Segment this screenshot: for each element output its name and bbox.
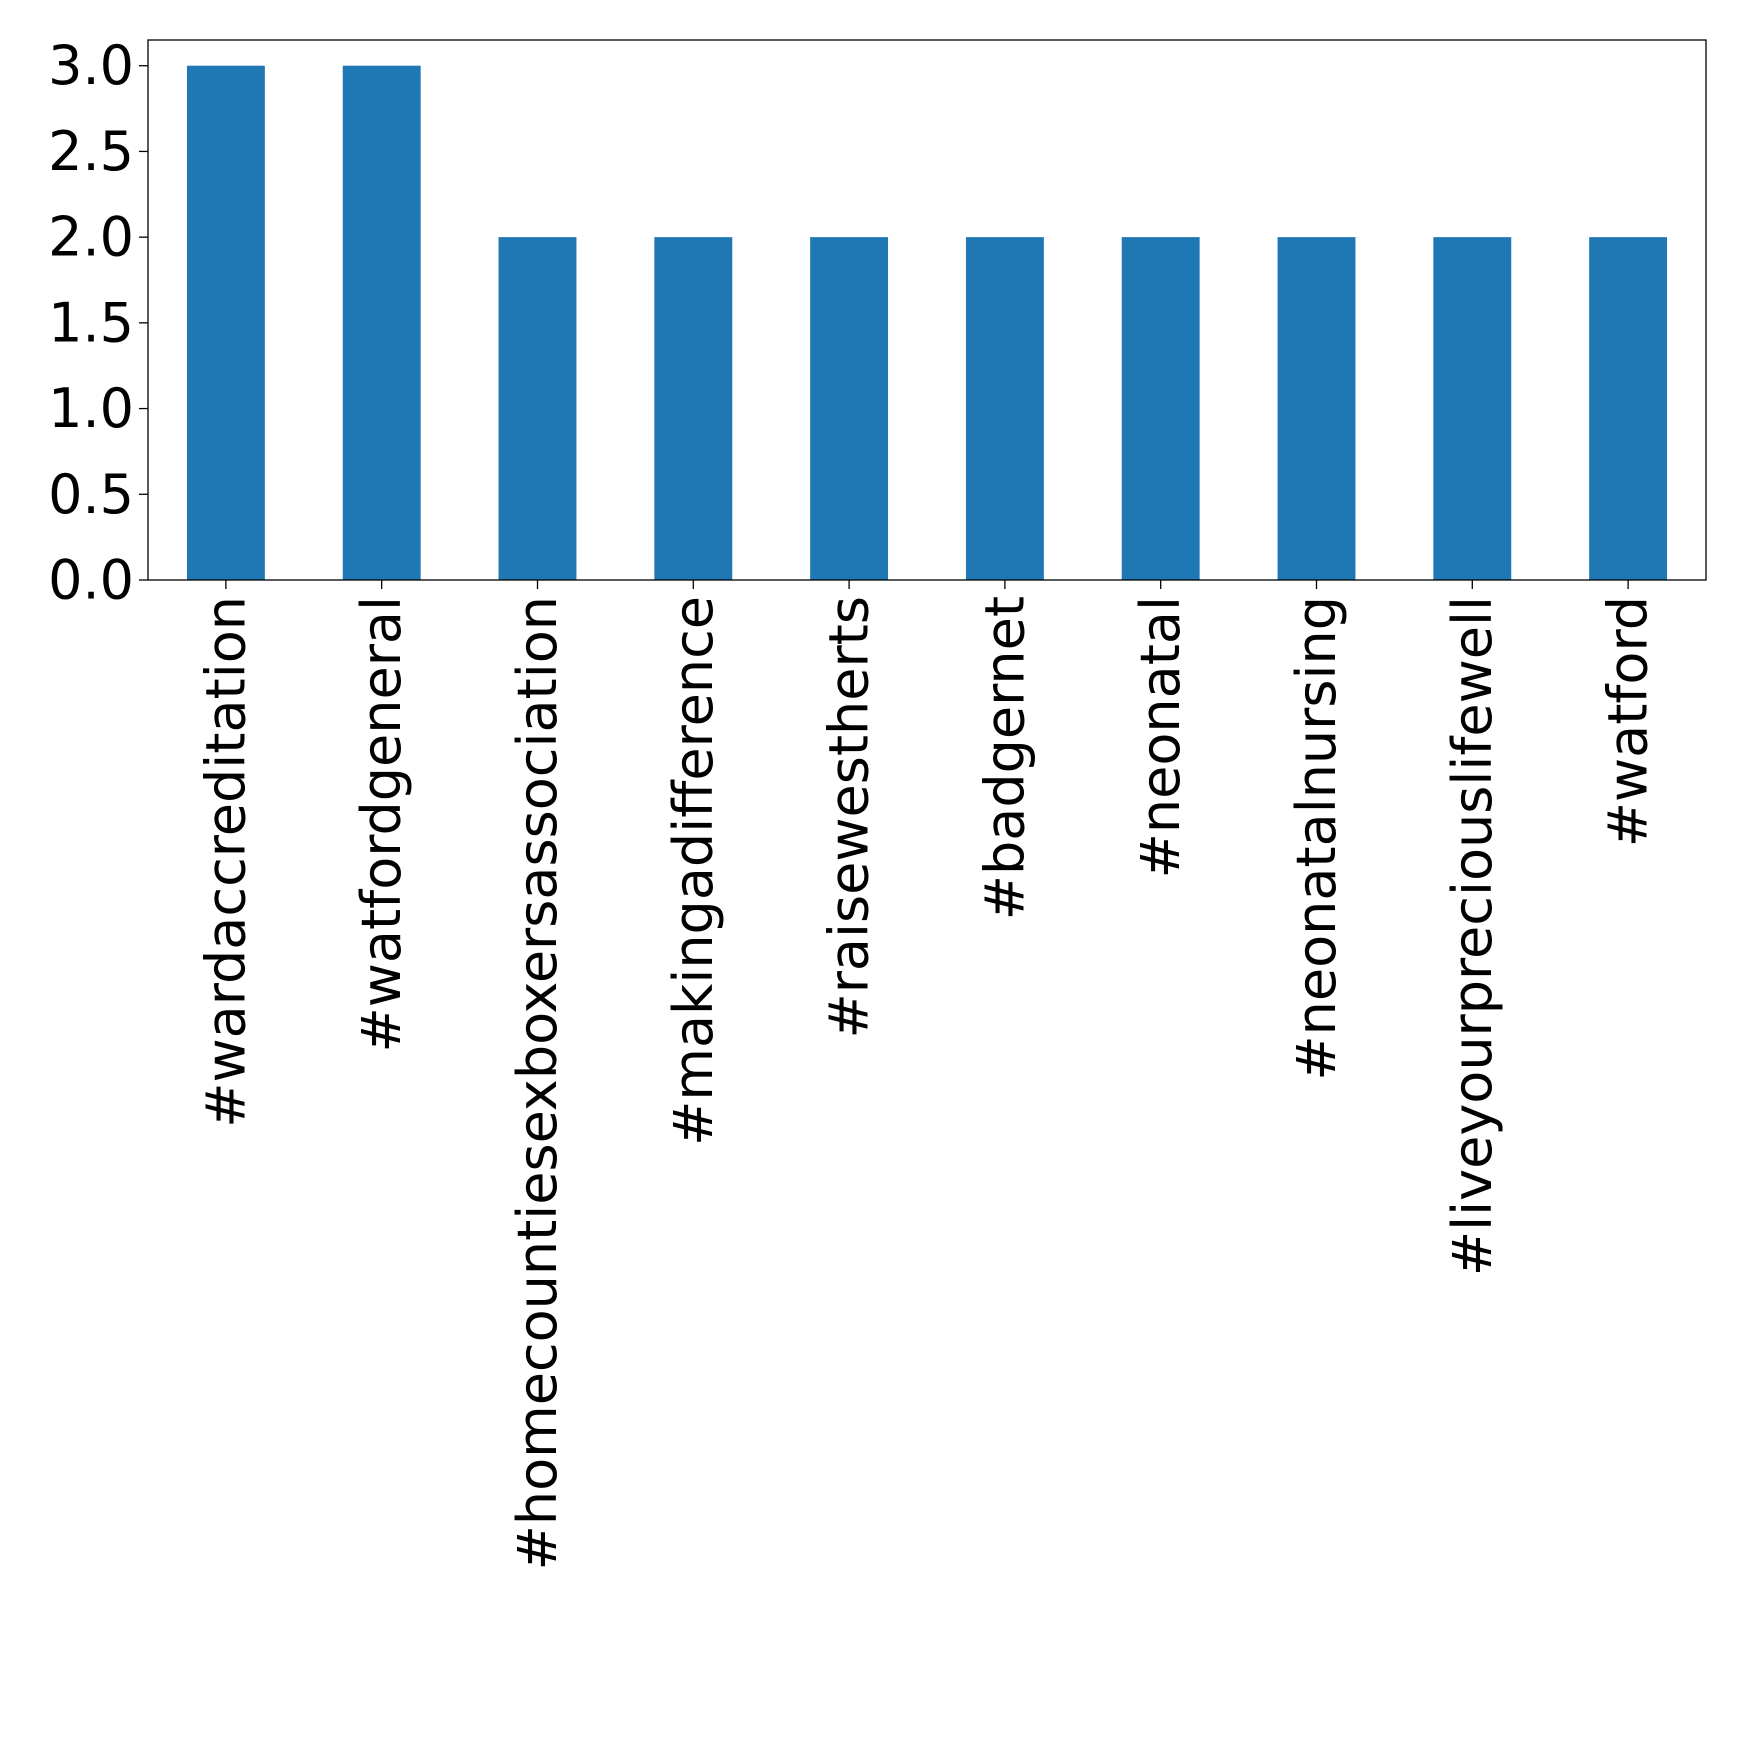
y-tick-label: 3.0	[48, 34, 134, 97]
x-tick-label: #liveyourpreciouslifewell	[1441, 596, 1504, 1276]
bar	[498, 237, 577, 580]
y-tick-label: 2.5	[48, 120, 134, 183]
x-tick-label: #watford	[1597, 596, 1660, 847]
y-tick-label: 0.0	[48, 549, 134, 612]
y-tick-label: 1.0	[48, 377, 134, 440]
bar	[1589, 237, 1668, 580]
y-tick-label: 1.5	[48, 291, 134, 354]
x-tick-label: #watfordgeneral	[350, 596, 413, 1053]
bars-layer	[186, 65, 1668, 580]
axes-layer	[139, 39, 1707, 589]
bar	[965, 237, 1044, 580]
bar	[1277, 237, 1356, 580]
x-tick-label: #raisewestherts	[818, 596, 881, 1039]
x-tick-label: #makingadifference	[662, 596, 725, 1146]
bar	[654, 237, 733, 580]
plot-frame	[147, 39, 1707, 581]
bar	[342, 65, 421, 580]
y-tick-label: 0.5	[48, 463, 134, 526]
y-tick-label: 2.0	[48, 206, 134, 269]
bar	[186, 65, 265, 580]
bar	[1433, 237, 1512, 580]
x-tick-label: #badgernet	[973, 596, 1036, 920]
bar	[1121, 237, 1200, 580]
x-tick-label: #homecountiesexboxersassociation	[506, 596, 569, 1570]
x-tick-label: #neonatalnursing	[1285, 596, 1348, 1081]
labels-layer: 0.0 0.5 1.0 1.5 2.0 2.5 3.0 #wardaccreditation #…	[48, 34, 1659, 1570]
x-tick-label: #wardaccreditation	[194, 596, 257, 1128]
bar	[810, 237, 889, 580]
x-tick-label: #neonatal	[1129, 596, 1192, 878]
